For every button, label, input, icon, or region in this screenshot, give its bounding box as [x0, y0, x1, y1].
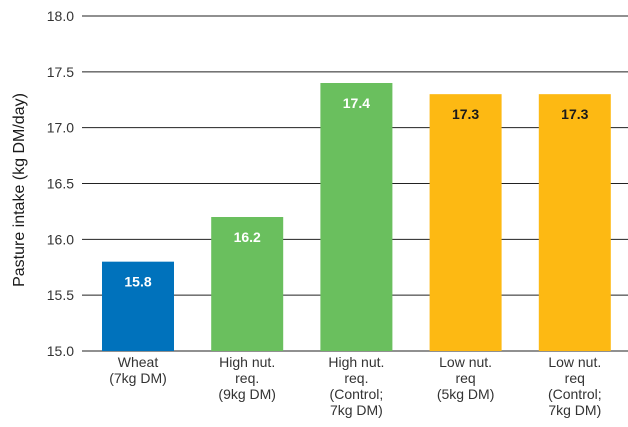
y-axis-label: Pasture intake (kg DM/day)	[11, 93, 28, 287]
y-tick-label: 15.0	[47, 343, 74, 359]
y-tick-label: 17.5	[47, 64, 74, 80]
x-category-label: Wheat (7kg DM)	[109, 354, 167, 386]
data-label: 15.8	[124, 274, 151, 290]
x-axis-categories: Wheat (7kg DM) High nut. req. (9kg DM) High n…	[109, 354, 601, 418]
y-axis-ticks: 15.0 15.5 16.0 16.5 17.0 17.5 18.0	[47, 8, 74, 359]
x-category-label: High nut. req. (9kg DM)	[218, 354, 276, 402]
bar	[538, 94, 611, 352]
bar	[320, 83, 393, 351]
data-label: 17.4	[343, 95, 370, 111]
x-category-label: Low nut. req (Control; 7kg DM)	[548, 354, 602, 418]
bar	[102, 261, 174, 351]
y-tick-label: 18.0	[47, 8, 74, 24]
bars: 15.8 16.2 17.4 17.3 17.3	[102, 83, 611, 352]
y-tick-label: 16.0	[47, 231, 74, 247]
x-category-label: High nut. req. (Control; 7kg DM)	[328, 354, 384, 418]
data-label: 16.2	[234, 229, 261, 245]
x-category-label: Low nut. req (5kg DM)	[437, 354, 495, 402]
bar	[429, 94, 502, 352]
bar	[211, 217, 284, 351]
y-tick-label: 15.5	[47, 287, 74, 303]
y-tick-label: 17.0	[47, 120, 74, 136]
y-tick-label: 16.5	[47, 176, 74, 192]
data-label: 17.3	[561, 106, 588, 122]
data-label: 17.3	[452, 106, 479, 122]
